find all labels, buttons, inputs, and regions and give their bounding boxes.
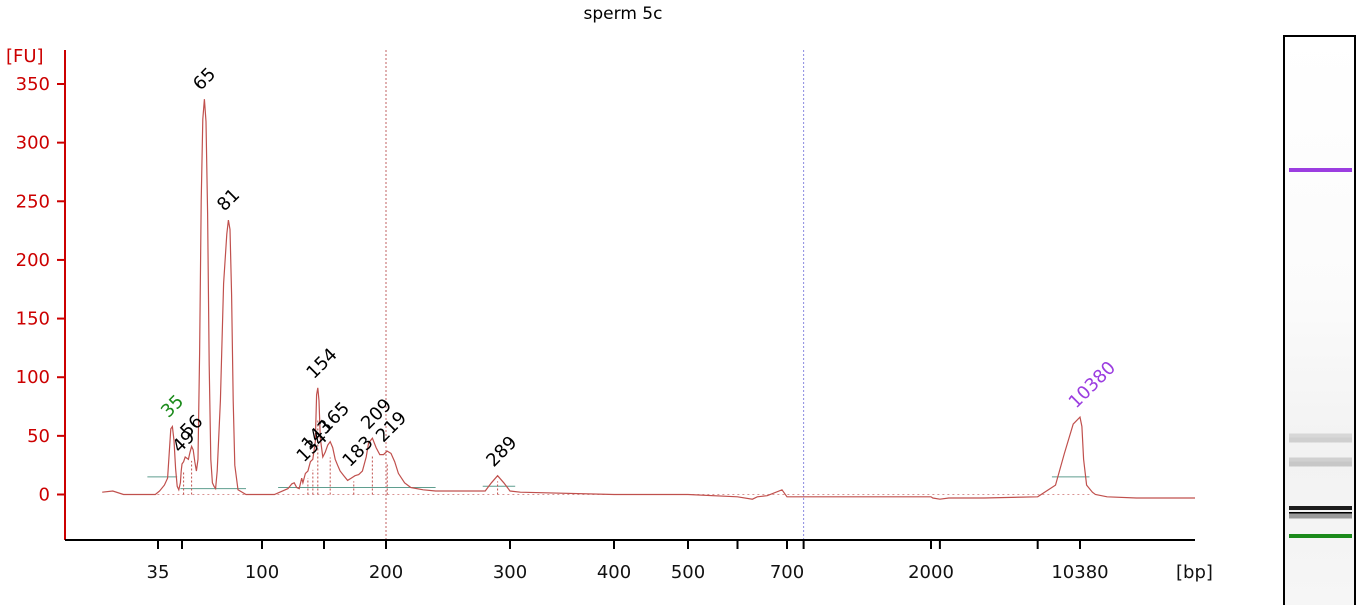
trace — [102, 99, 1195, 500]
chart-title: sperm 5c — [584, 4, 663, 24]
y-tick-label: 100 — [16, 367, 50, 388]
marker-lines — [385, 50, 805, 540]
x-tick-label: 500 — [671, 562, 705, 583]
x-tick-label: 10380 — [1051, 562, 1108, 583]
x-tick-label: 100 — [245, 562, 279, 583]
x-tick-label: 300 — [493, 562, 527, 583]
gel-band — [1289, 433, 1352, 439]
peak-drop-lines — [183, 419, 499, 495]
peak-label: 35 — [157, 391, 188, 422]
y-axis-label: [FU] — [6, 46, 44, 67]
y-tick-label: 150 — [16, 309, 50, 330]
peak-label: 10380 — [1065, 357, 1120, 412]
gel-lane-frame — [1283, 35, 1356, 605]
x-tick-label: 2000 — [908, 562, 954, 583]
gel-band — [1289, 461, 1352, 467]
x-axis-label: [bp] — [1176, 562, 1213, 583]
y-tick-label: 0 — [39, 485, 50, 506]
y-tick-label: 250 — [16, 191, 50, 212]
gel-band — [1289, 506, 1352, 510]
x-ticks: 35 100 200 300 400 500 700 2000 10380 — [147, 540, 1109, 583]
y-tick-label: 200 — [16, 250, 50, 271]
gel-band — [1289, 513, 1352, 519]
y-tick-label: 300 — [16, 133, 50, 154]
peak-label: 183 — [338, 432, 377, 471]
peak-label: 289 — [482, 432, 521, 471]
y-tick-label: 350 — [16, 74, 50, 95]
x-tick-label: 700 — [770, 562, 804, 583]
gel-band — [1289, 437, 1352, 443]
gel-band — [1289, 534, 1352, 538]
y-tick-label: 50 — [27, 426, 50, 447]
peak-label: 81 — [213, 185, 244, 216]
gel-bands — [1289, 168, 1352, 538]
peak-baselines — [147, 476, 1093, 495]
peak-label: 154 — [302, 344, 341, 383]
y-ticks: 0 50 100 150 200 250 300 350 — [16, 74, 65, 506]
gel-band — [1289, 457, 1352, 463]
x-tick-label: 400 — [597, 562, 631, 583]
x-tick-label: 200 — [369, 562, 403, 583]
gel-lane — [1283, 35, 1356, 605]
x-tick-label: 35 — [147, 562, 170, 583]
peak-label: 65 — [189, 64, 220, 95]
gel-band — [1289, 168, 1352, 172]
trace-line — [102, 99, 1195, 500]
